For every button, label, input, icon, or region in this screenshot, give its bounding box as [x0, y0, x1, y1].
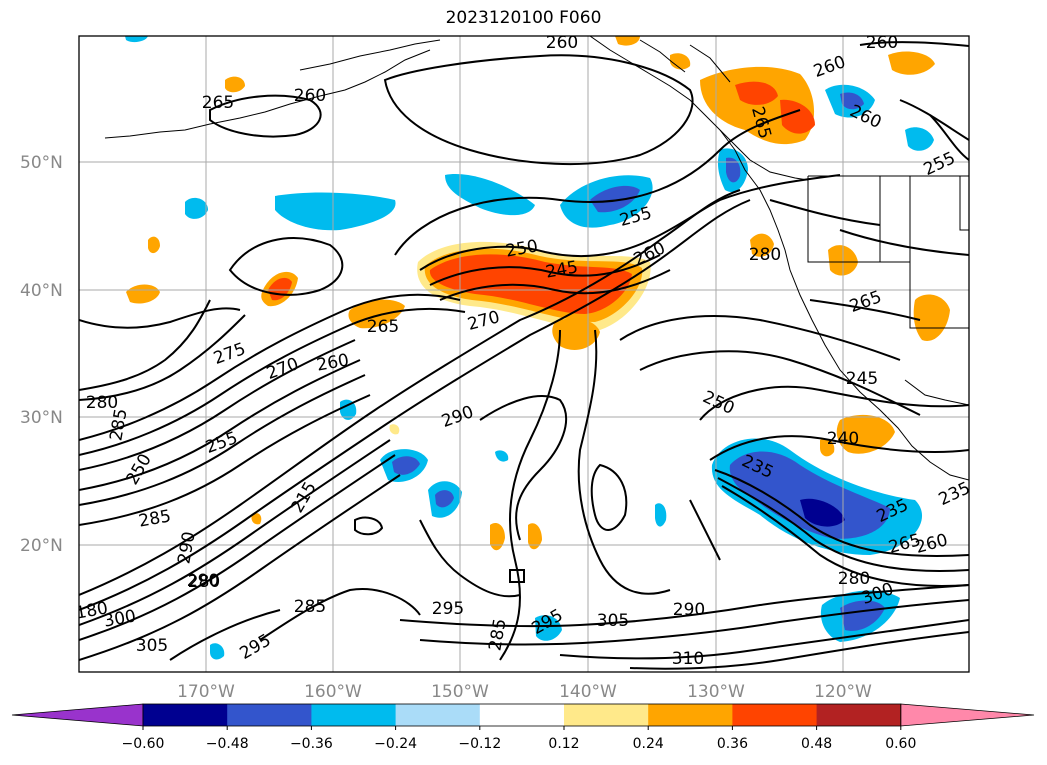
colorbar-tick-label: 0.24 [633, 736, 664, 752]
contour-label: 305 [597, 611, 629, 631]
colorbar-segment [479, 704, 565, 726]
colorbar-tick-label: −0.12 [458, 736, 501, 752]
contour-label: 260 [294, 86, 326, 106]
contour-label: 310 [672, 649, 704, 669]
colorbar-extend-min [11, 703, 144, 727]
contour-label: 305 [136, 636, 168, 656]
colorbar-tick-label: 0.36 [717, 736, 748, 752]
colorbar-tick-label: 0.60 [885, 736, 916, 752]
lon-label-160w: 160°W [304, 682, 362, 702]
colorbar-segment [816, 704, 902, 726]
lon-label-150w: 150°W [431, 682, 489, 702]
contour-label: 295 [432, 599, 464, 619]
colorbar-segment [143, 704, 228, 726]
lon-label-140w: 140°W [559, 682, 617, 702]
lat-label-30n: 30°N [20, 408, 63, 428]
graticule [79, 36, 969, 672]
lon-label-130w: 130°W [687, 682, 745, 702]
contour-label: 290 [187, 571, 219, 591]
colorbar-tick-label: −0.48 [206, 736, 249, 752]
plot-area [79, 36, 969, 672]
lat-label-40n: 40°N [20, 281, 63, 301]
colorbar-segment [311, 704, 397, 726]
colorbar-tick-labels: −0.60 −0.48 −0.36 −0.24 −0.12 0.12 0.24 0.36 0.4… [122, 726, 916, 752]
coastlines [104, 36, 969, 481]
colorbar-segment [395, 704, 481, 726]
colorbar [11, 703, 1035, 727]
colorbar-segment [564, 704, 649, 726]
colorbar-extend-max [900, 703, 1035, 727]
contour-label: 290 [673, 600, 705, 620]
colorbar-tick-label: 0.12 [548, 736, 579, 752]
map-title: 2023120100 F060 [445, 8, 602, 28]
lat-label-20n: 20°N [20, 536, 63, 556]
longitude-labels: 170°W 160°W 150°W 140°W 130°W 120°W [177, 682, 872, 702]
colorbar-tick-label: −0.36 [290, 736, 333, 752]
colorbar-frame [142, 703, 902, 727]
contour-label: 285 [294, 597, 326, 617]
plot-frame [78, 35, 970, 673]
lon-label-120w: 120°W [814, 682, 872, 702]
contour-label: 265 [367, 317, 399, 337]
contour-label: 280 [838, 569, 870, 589]
colorbar-segment [227, 704, 312, 726]
lon-label-170w: 170°W [177, 682, 235, 702]
contour-label: 260 [866, 33, 898, 53]
height-contours [79, 41, 969, 670]
colorbar-tick-label: −0.24 [374, 736, 417, 752]
colorbar-segment [732, 704, 818, 726]
contour-label: 245 [846, 369, 878, 389]
contour-label: 265 [202, 93, 234, 113]
contour-label: 260 [546, 33, 578, 53]
contour-label: 280 [86, 393, 118, 413]
lat-label-50n: 50°N [20, 153, 63, 173]
colorbar-tick-label: 0.48 [801, 736, 832, 752]
colorbar-segment [648, 704, 733, 726]
contour-label: 280 [188, 572, 220, 592]
contour-label: 280 [749, 245, 781, 265]
colorbar-tick-label: −0.60 [122, 736, 165, 752]
latitude-labels: 50°N 40°N 30°N 20°N [20, 153, 63, 556]
contour-label: 240 [827, 429, 859, 449]
